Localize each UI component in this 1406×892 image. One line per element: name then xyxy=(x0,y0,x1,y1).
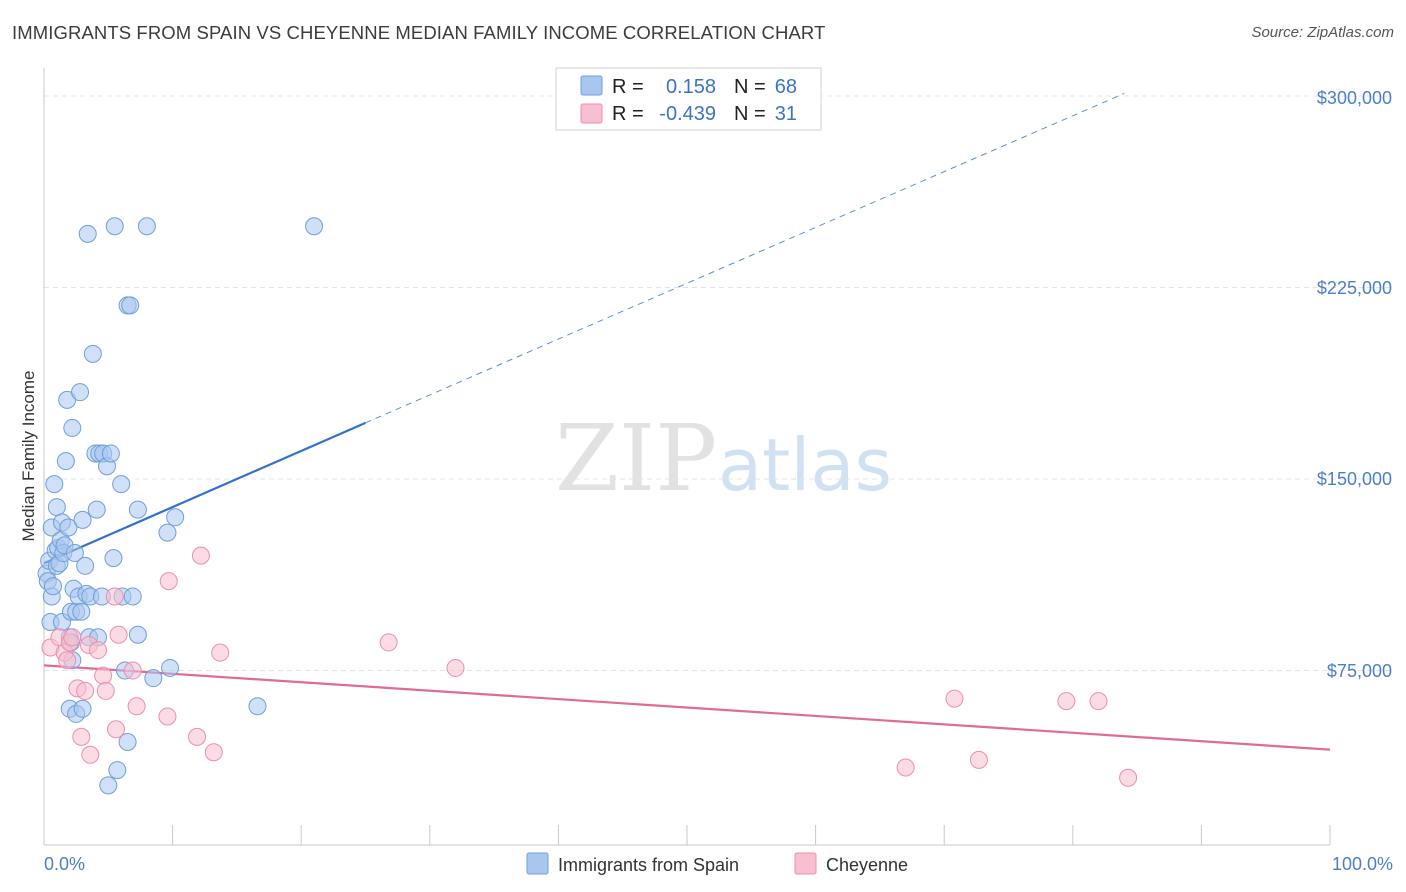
x-tick-label-max: 100.0% xyxy=(1332,854,1393,874)
data-point-immigrants-from-spain xyxy=(73,699,92,718)
legend-n-label: N = xyxy=(734,103,766,125)
data-point-cheyenne xyxy=(159,572,178,591)
data-point-immigrants-from-spain xyxy=(128,500,147,519)
data-point-cheyenne xyxy=(945,689,964,708)
legend-r-label: R = xyxy=(612,76,644,98)
data-point-immigrants-from-spain xyxy=(99,776,118,795)
data-point-immigrants-from-spain xyxy=(128,625,147,644)
legend-label-cheyenne: Cheyenne xyxy=(826,855,908,875)
data-point-immigrants-from-spain xyxy=(137,217,156,236)
data-point-immigrants-from-spain xyxy=(101,444,120,463)
trend-lines xyxy=(43,92,1331,751)
y-axis-label: Median Family Income xyxy=(19,370,38,541)
data-point-cheyenne xyxy=(109,625,128,644)
x-tick-label-min: 0.0% xyxy=(44,854,85,874)
legend-n-value: 68 xyxy=(775,76,797,98)
data-point-immigrants-from-spain xyxy=(104,549,123,568)
legend-swatch-immigrants-from-spain xyxy=(526,852,549,875)
data-point-immigrants-from-spain xyxy=(47,498,66,517)
watermark-zip: ZIP xyxy=(555,405,717,512)
data-point-immigrants-from-spain xyxy=(63,418,82,437)
legend-n-value: 31 xyxy=(775,103,797,125)
data-point-cheyenne xyxy=(379,633,398,652)
x-ticks xyxy=(43,825,1331,845)
data-point-cheyenne xyxy=(94,666,113,685)
grid-lines xyxy=(44,95,1393,671)
data-point-cheyenne xyxy=(188,727,207,746)
data-point-immigrants-from-spain xyxy=(44,577,63,596)
trend-line-immigrants-from-spain xyxy=(43,421,366,565)
trend-line-cheyenne xyxy=(43,664,1331,751)
data-point-cheyenne xyxy=(81,745,100,764)
legend-swatch-cheyenne xyxy=(794,852,817,875)
data-point-immigrants-from-spain xyxy=(112,475,131,494)
legend-swatch-pink xyxy=(580,103,603,124)
data-point-immigrants-from-spain xyxy=(72,602,91,621)
data-point-immigrants-from-spain xyxy=(248,697,267,716)
data-point-cheyenne xyxy=(123,661,142,680)
data-point-cheyenne xyxy=(158,707,177,726)
data-point-immigrants-from-spain xyxy=(87,500,106,519)
series-immigrants-from-spain xyxy=(37,217,324,795)
data-point-cheyenne xyxy=(72,727,91,746)
y-tick-label: $225,000 xyxy=(1317,278,1392,298)
correlation-legend: R = 0.158 N = 68 R = -0.439 N = 31 xyxy=(555,67,822,131)
data-point-immigrants-from-spain xyxy=(161,658,180,677)
legend-r-label: R = xyxy=(612,103,644,125)
y-tick-label: $75,000 xyxy=(1327,661,1392,681)
y-tick-labels: $75,000 $150,000 $225,000 $300,000 xyxy=(1317,88,1392,681)
data-point-cheyenne xyxy=(446,658,465,677)
legend-n-label: N = xyxy=(734,76,766,98)
data-point-immigrants-from-spain xyxy=(123,587,142,606)
data-point-immigrants-from-spain xyxy=(73,510,92,529)
series-legend: Immigrants from Spain Cheyenne xyxy=(526,852,908,875)
data-point-immigrants-from-spain xyxy=(108,761,127,780)
legend-r-value: 0.158 xyxy=(666,76,716,98)
legend-swatch-blue xyxy=(580,75,603,96)
data-point-immigrants-from-spain xyxy=(166,508,185,527)
y-tick-label: $300,000 xyxy=(1317,88,1392,108)
data-point-cheyenne xyxy=(63,628,82,647)
data-point-immigrants-from-spain xyxy=(158,523,177,542)
data-point-cheyenne xyxy=(96,681,115,700)
watermark-atlas: atlas xyxy=(718,423,892,507)
data-point-immigrants-from-spain xyxy=(45,475,64,494)
data-point-immigrants-from-spain xyxy=(59,518,78,537)
data-point-cheyenne xyxy=(1057,692,1076,711)
data-point-cheyenne xyxy=(107,720,126,739)
data-point-cheyenne xyxy=(89,641,108,660)
chart-title: IMMIGRANTS FROM SPAIN VS CHEYENNE MEDIAN… xyxy=(12,22,826,43)
data-point-cheyenne xyxy=(1089,692,1108,711)
data-point-cheyenne xyxy=(76,681,95,700)
trend-line-extension-immigrants-from-spain xyxy=(365,92,1125,424)
data-point-immigrants-from-spain xyxy=(56,452,75,471)
data-point-immigrants-from-spain xyxy=(144,669,163,688)
data-point-immigrants-from-spain xyxy=(65,544,84,563)
data-point-immigrants-from-spain xyxy=(105,217,124,236)
data-point-cheyenne xyxy=(969,750,988,769)
data-point-immigrants-from-spain xyxy=(76,556,95,575)
data-point-immigrants-from-spain xyxy=(71,383,90,402)
data-point-cheyenne xyxy=(191,546,210,565)
data-point-cheyenne xyxy=(896,758,915,777)
data-point-cheyenne xyxy=(211,643,230,662)
data-point-cheyenne xyxy=(1119,768,1138,787)
watermark: ZIP atlas xyxy=(555,405,892,512)
data-point-cheyenne xyxy=(105,587,124,606)
source-label: Source: ZipAtlas.com xyxy=(1251,24,1394,41)
data-point-cheyenne xyxy=(127,697,146,716)
data-point-immigrants-from-spain xyxy=(83,344,102,363)
data-point-immigrants-from-spain xyxy=(118,732,137,751)
data-point-cheyenne xyxy=(204,743,223,762)
data-point-immigrants-from-spain xyxy=(305,217,324,236)
y-tick-label: $150,000 xyxy=(1317,469,1392,489)
legend-label-immigrants-from-spain: Immigrants from Spain xyxy=(558,855,739,875)
data-point-immigrants-from-spain xyxy=(121,296,140,315)
data-point-immigrants-from-spain xyxy=(78,224,97,243)
data-point-cheyenne xyxy=(58,651,77,670)
series-cheyenne xyxy=(41,546,1138,787)
legend-r-value: -0.439 xyxy=(659,103,716,125)
